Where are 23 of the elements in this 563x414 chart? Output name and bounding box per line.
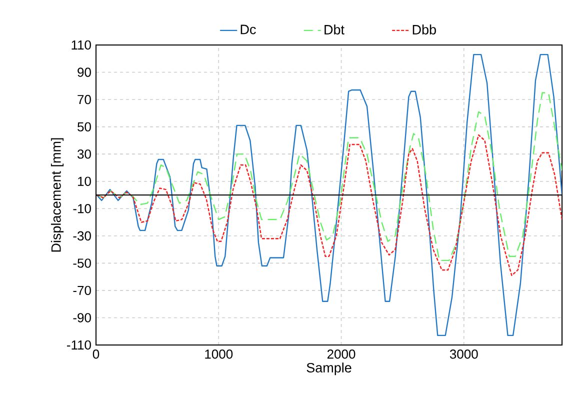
legend-label: Dc <box>240 24 256 34</box>
y-tick-label: 90 <box>78 68 91 77</box>
y-tick-label: -110 <box>67 340 91 350</box>
x-tick-label: 2000 <box>327 350 356 359</box>
y-tick-label: 10 <box>78 176 91 186</box>
y-tick-label: -10 <box>73 204 91 214</box>
y-tick-label: -90 <box>73 313 91 322</box>
y-tick-label: 30 <box>78 149 91 159</box>
legend-label: Dbb <box>412 24 436 34</box>
x-tick-label: 1000 <box>205 350 233 359</box>
y-tick-label: -30 <box>73 231 91 240</box>
y-tick-label: -70 <box>73 286 91 296</box>
y-tick-label: -50 <box>73 258 91 268</box>
x-tick-label: 3000 <box>450 350 478 359</box>
legend-label: Dbt <box>324 24 344 34</box>
x-axis-title: Sample <box>306 362 352 376</box>
x-tick-label: 0 <box>92 350 100 359</box>
line-series <box>96 54 562 336</box>
line-series <box>96 134 562 276</box>
y-tick-label: 70 <box>78 94 91 104</box>
y-axis-title: Displacement [mm] <box>50 138 64 252</box>
y-tick-label: 110 <box>72 40 91 50</box>
y-tick-label: 50 <box>78 122 91 132</box>
